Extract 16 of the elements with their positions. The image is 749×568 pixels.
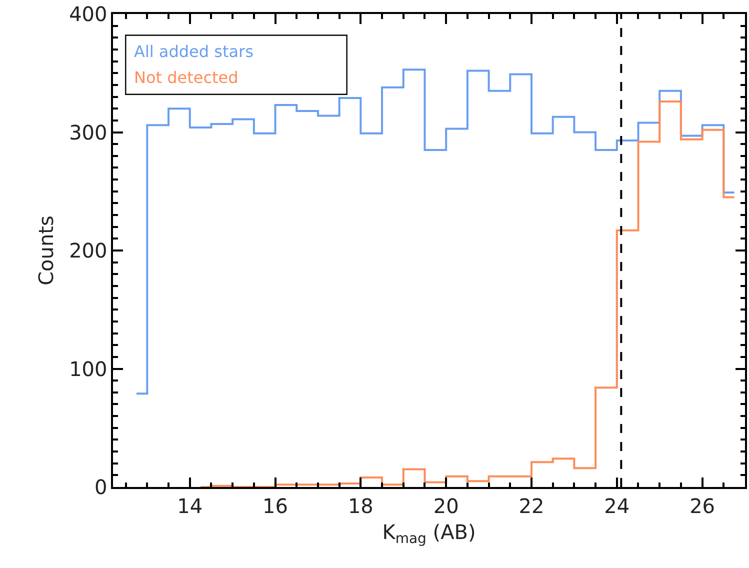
y-tick-label: 200 [69,238,108,262]
y-tick-label: 300 [69,120,108,144]
text: Not detected [134,68,238,87]
y-tick-label: 100 [69,356,108,381]
x-axis-title: K$_{mag}$ (AB) [382,520,476,547]
y-axis-title: Counts [34,216,58,286]
x-tick-label: 20 [433,494,459,518]
text: All added stars [134,42,254,61]
x-tick-label: 26 [690,494,716,518]
y-tick-label: 0 [94,475,108,499]
y-tick-label: 400 [69,2,108,26]
x-tick-label: 18 [348,494,374,518]
x-tick-label: 16 [262,494,288,518]
x-tick-label: 22 [518,494,544,518]
x-tick-label: 14 [177,494,203,518]
x-tick-label: 24 [604,494,630,518]
